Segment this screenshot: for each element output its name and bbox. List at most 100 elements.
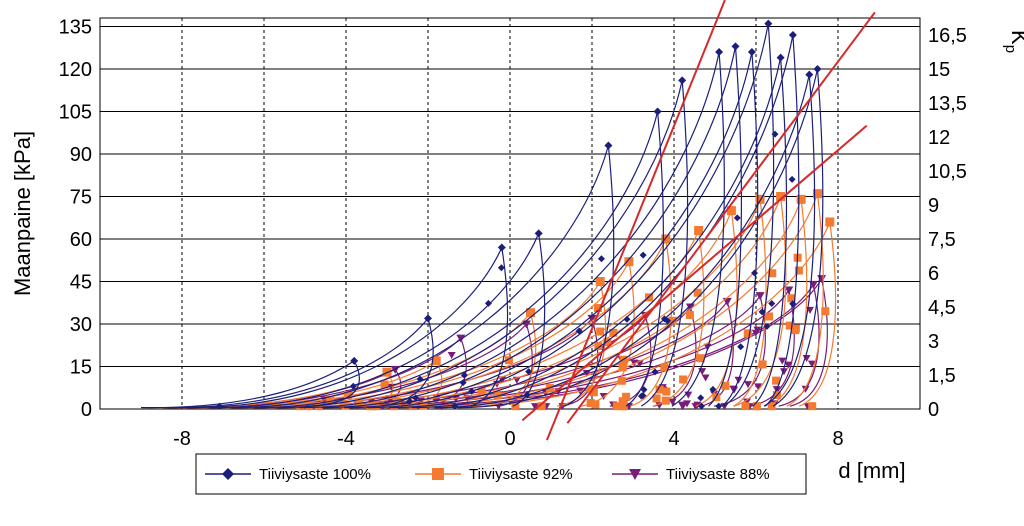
x-tick-label: -4 (337, 428, 355, 450)
series-marker (693, 288, 702, 297)
series-peak-marker (350, 356, 359, 365)
series-peak-marker (825, 217, 835, 227)
series-marker (511, 402, 520, 411)
series-curve (389, 57, 787, 409)
series-marker (741, 402, 750, 411)
y2-axis-title-sub: p (1002, 45, 1019, 53)
series-peak-marker (678, 76, 687, 85)
series-peak-marker (653, 107, 662, 116)
series-peak-marker (764, 19, 773, 28)
legend-swatch-marker (629, 469, 641, 480)
series-curve (319, 294, 766, 409)
fit-lines (521, 0, 876, 441)
series-marker (765, 312, 774, 321)
y2-tick-label: 4,5 (928, 297, 956, 319)
series-marker (582, 370, 591, 378)
series-curve (274, 236, 672, 409)
series-marker (603, 337, 612, 346)
series-marker (639, 251, 647, 259)
series-marker (593, 304, 602, 313)
series-marker (787, 294, 796, 303)
y2-tick-label: 9 (928, 195, 939, 217)
series-marker (406, 397, 414, 405)
y-tick-label: 45 (70, 272, 92, 294)
series-marker (715, 402, 723, 410)
x-tick-label: 4 (668, 428, 679, 450)
series-marker (459, 379, 467, 387)
series-marker (412, 394, 420, 402)
series-marker (754, 383, 763, 391)
y2-axis-title: Kp (1002, 30, 1024, 53)
series-marker (696, 354, 705, 363)
axes: 015304560759010512013501,534,567,5910,51… (59, 17, 967, 451)
series-marker (821, 307, 830, 316)
series-marker (801, 385, 810, 393)
series-marker (778, 357, 787, 365)
legend-entry-label: Tiiviysaste 88% (666, 466, 770, 483)
series-marker (493, 391, 502, 400)
y-tick-label: 60 (70, 229, 92, 251)
series-marker (447, 351, 456, 359)
y-tick-label: 15 (70, 357, 92, 379)
series-marker (618, 397, 627, 406)
series-marker (662, 387, 671, 396)
series-peak-marker (715, 48, 724, 56)
series-marker (771, 130, 779, 138)
series-peak-marker (726, 206, 736, 216)
series-curve (341, 288, 795, 409)
series-marker (661, 396, 670, 405)
series-marker (523, 391, 531, 399)
y2-tick-label: 7,5 (928, 229, 956, 251)
series-marker (779, 368, 788, 376)
series-marker (344, 390, 353, 399)
series-marker (640, 386, 648, 394)
series-peak-marker (526, 308, 535, 318)
series-marker (609, 328, 618, 337)
x-axis-title: d [mm] (838, 458, 905, 483)
series-peak-marker (604, 141, 613, 150)
series-marker (594, 342, 603, 351)
series-marker (751, 329, 760, 337)
series-curve (276, 80, 689, 409)
series-marker (296, 402, 305, 411)
series-marker (789, 300, 797, 308)
series-peak-marker (534, 229, 543, 238)
fit-line (545, 0, 726, 441)
series-marker (460, 371, 468, 379)
series-marker (785, 321, 794, 330)
series-peak-marker (796, 194, 806, 204)
series-curve (364, 196, 787, 409)
series-marker (758, 360, 767, 369)
series-marker (416, 375, 424, 383)
series-marker (617, 376, 626, 385)
series-marker (525, 368, 533, 376)
x-tick-label: 8 (832, 428, 843, 450)
series-marker (677, 401, 686, 409)
y2-tick-label: 16,5 (928, 25, 967, 47)
plot-frame (99, 17, 921, 410)
series-marker (697, 402, 705, 410)
series-marker (537, 402, 546, 411)
y2-tick-label: 6 (928, 263, 939, 285)
series-curve (163, 317, 434, 409)
series-peak-marker (755, 292, 765, 301)
series-marker (768, 299, 776, 307)
legend-entry-label: Tiiviysaste 100% (259, 466, 371, 483)
series-peak-marker (624, 257, 634, 267)
series-peak-marker (497, 243, 506, 252)
series-marker (701, 374, 710, 382)
series-peak-marker (813, 189, 822, 199)
y-tick-label: 30 (70, 314, 92, 336)
series-marker (477, 387, 486, 396)
y-tick-label: 105 (59, 102, 92, 124)
series-peak-marker (456, 334, 466, 343)
series-marker (768, 269, 777, 278)
y2-tick-label: 12 (928, 127, 950, 149)
y2-tick-label: 15 (928, 59, 950, 81)
series-marker (737, 343, 745, 351)
y-tick-label: 135 (59, 17, 92, 39)
series-peak-marker (685, 303, 695, 312)
series-peak-marker (424, 314, 432, 323)
series-marker (744, 381, 753, 389)
